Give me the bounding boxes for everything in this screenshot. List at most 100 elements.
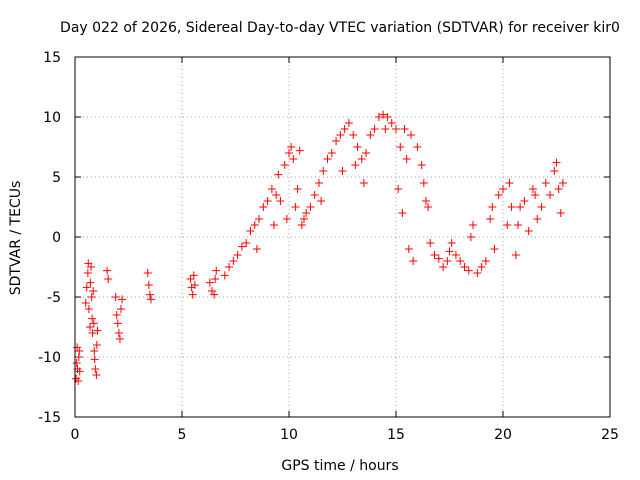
data-point (398, 209, 407, 217)
data-point (93, 326, 102, 335)
data-point (537, 203, 546, 211)
y-tick-label: 15 (43, 50, 61, 66)
data-point (113, 319, 122, 328)
data-point (306, 203, 315, 211)
data-point (287, 143, 296, 151)
data-point (255, 215, 264, 223)
data-point (189, 271, 198, 280)
data-point (90, 355, 99, 364)
data-point (503, 221, 512, 229)
data-point (75, 347, 84, 355)
data-point (289, 155, 298, 163)
data-point (233, 251, 242, 259)
data-point (404, 245, 413, 253)
data-point (295, 146, 304, 155)
data-point (188, 290, 197, 299)
data-point (357, 155, 366, 163)
data-point (533, 215, 542, 223)
data-point (220, 271, 229, 280)
y-tick-label: -10 (38, 350, 61, 366)
data-point (91, 365, 100, 373)
data-point (88, 329, 97, 337)
data-point (486, 215, 495, 223)
data-point (117, 305, 126, 313)
data-point (338, 167, 347, 175)
data-point (103, 266, 112, 275)
data-point (351, 161, 360, 169)
data-point (379, 110, 388, 119)
data-point (392, 125, 400, 133)
data-point (447, 239, 456, 247)
data-point (402, 155, 411, 163)
data-point (413, 143, 422, 151)
data-point (488, 203, 497, 211)
data-point (259, 203, 268, 211)
data-point (516, 203, 525, 211)
data-point (276, 197, 285, 205)
data-point (92, 371, 101, 379)
data-point (396, 143, 405, 151)
data-point (310, 191, 319, 199)
y-tick-label: 10 (43, 110, 61, 126)
data-point (344, 119, 353, 127)
x-tick-label: 20 (494, 427, 512, 443)
data-point (466, 233, 475, 241)
data-point (387, 119, 396, 127)
data-point (443, 257, 452, 265)
data-point (394, 185, 403, 193)
data-point (439, 263, 448, 271)
data-point (531, 191, 540, 199)
data-point (417, 161, 426, 169)
data-point (421, 197, 430, 205)
data-point (419, 179, 428, 187)
data-point (400, 125, 409, 133)
data-point (146, 295, 155, 304)
data-point (319, 167, 328, 175)
data-point (83, 269, 92, 277)
data-point (229, 257, 238, 265)
x-tick-label: 0 (71, 427, 80, 443)
data-point (381, 125, 390, 133)
data-point (87, 263, 96, 271)
data-point (558, 179, 567, 187)
data-point (552, 158, 561, 167)
data-point (406, 131, 415, 139)
data-point (507, 203, 516, 211)
data-point (143, 269, 152, 277)
data-point (89, 319, 98, 328)
data-point (499, 185, 507, 193)
data-point (252, 245, 261, 253)
data-point (72, 359, 81, 367)
data-point (556, 209, 565, 217)
data-point (359, 179, 368, 187)
data-point (84, 305, 93, 313)
data-point (88, 314, 97, 323)
axis-ticks: 0 5 10 15 20 25 -15 -10 -5 0 5 10 15 (38, 50, 619, 443)
data-point (314, 179, 323, 187)
data-point (190, 281, 199, 289)
data-point (541, 179, 550, 187)
data-point (111, 293, 120, 301)
data-point (246, 227, 255, 235)
data-point (212, 266, 221, 275)
data-point (263, 197, 272, 205)
plot-frame (74, 56, 611, 418)
data-point (92, 341, 101, 349)
chart-title: Day 022 of 2026, Sidereal Day-to-day VTE… (60, 20, 620, 36)
data-point (374, 113, 383, 121)
data-point (291, 203, 300, 211)
data-point (114, 329, 123, 337)
x-axis-label: GPS time / hours (281, 458, 398, 474)
data-point (81, 299, 90, 307)
data-point (115, 335, 124, 343)
data-point (336, 131, 345, 139)
data-point (211, 275, 220, 283)
data-point (82, 283, 91, 292)
data-points (72, 110, 567, 385)
data-point (210, 290, 219, 299)
data-point (75, 367, 84, 376)
data-point (274, 170, 283, 179)
data-point (297, 221, 306, 229)
data-point (118, 295, 127, 304)
data-point (340, 125, 349, 133)
